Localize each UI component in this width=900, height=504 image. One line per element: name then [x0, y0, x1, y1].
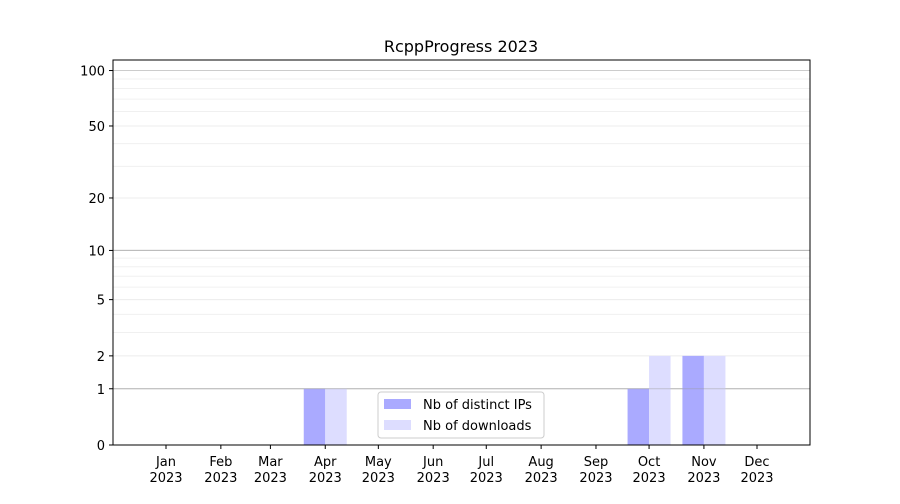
- x-tick-label: Jun: [422, 455, 443, 470]
- x-tick-label: Mar: [258, 455, 283, 470]
- x-tick-label: 2023: [149, 471, 182, 486]
- x-tick-label: 2023: [579, 471, 612, 486]
- x-tick-label: 2023: [633, 471, 666, 486]
- legend-frame: [377, 391, 545, 439]
- grid: [113, 70, 810, 390]
- y-tick-label: 5: [97, 294, 105, 309]
- y-axis: 0 1 2 5 10 20 50 100: [80, 65, 113, 454]
- x-tick-label: 2023: [417, 471, 450, 486]
- y-tick-label: 10: [88, 244, 105, 259]
- legend-label-distinct-ips: Nb of distinct IPs: [423, 398, 532, 413]
- y-tick-label: 100: [80, 65, 105, 80]
- x-tick-label: Jan: [155, 455, 176, 470]
- bar-downloads: [649, 355, 671, 445]
- legend: Nb of distinct IPs Nb of downloads: [377, 391, 545, 439]
- legend-swatch-downloads: [384, 420, 411, 430]
- axes-frame: [112, 59, 811, 446]
- y-tick-label: 2: [97, 350, 105, 365]
- y-tick-label: 50: [88, 120, 105, 135]
- x-tick-label: 2023: [470, 471, 503, 486]
- x-tick-label: Oct: [638, 455, 660, 470]
- bar-distinct-ips: [303, 388, 326, 445]
- bar-distinct-ips: [627, 388, 650, 445]
- x-tick-label: 2023: [687, 471, 720, 486]
- x-tick-label: 2023: [204, 471, 237, 486]
- x-tick-label: Feb: [209, 455, 232, 470]
- x-tick-label: Apr: [314, 455, 337, 470]
- legend-swatch-distinct-ips: [384, 399, 411, 409]
- bars: [113, 249, 810, 445]
- y-tick-label: 0: [97, 439, 105, 454]
- bar-distinct-ips: [682, 355, 704, 445]
- y-tick-label: 20: [88, 192, 105, 207]
- x-tick-label: Sep: [584, 455, 609, 470]
- x-tick-label: 2023: [309, 471, 342, 486]
- x-axis: Jan2023Feb2023Mar2023Apr2023May2023Jun20…: [149, 445, 774, 486]
- x-tick-label: 2023: [362, 471, 395, 486]
- x-tick-label: 2023: [525, 471, 558, 486]
- x-tick-label: May: [365, 455, 392, 470]
- x-tick-label: Dec: [744, 455, 769, 470]
- x-tick-label: Nov: [691, 455, 717, 470]
- x-tick-label: 2023: [740, 471, 773, 486]
- legend-label-downloads: Nb of downloads: [423, 419, 532, 434]
- y-tick-label: 1: [97, 383, 105, 398]
- x-tick-label: Aug: [528, 455, 553, 470]
- x-tick-label: Jul: [477, 455, 494, 470]
- bar-downloads: [703, 355, 726, 445]
- x-tick-label: 2023: [254, 471, 287, 486]
- chart-title: RcppProgress 2023: [384, 37, 538, 56]
- bar-downloads: [325, 388, 347, 445]
